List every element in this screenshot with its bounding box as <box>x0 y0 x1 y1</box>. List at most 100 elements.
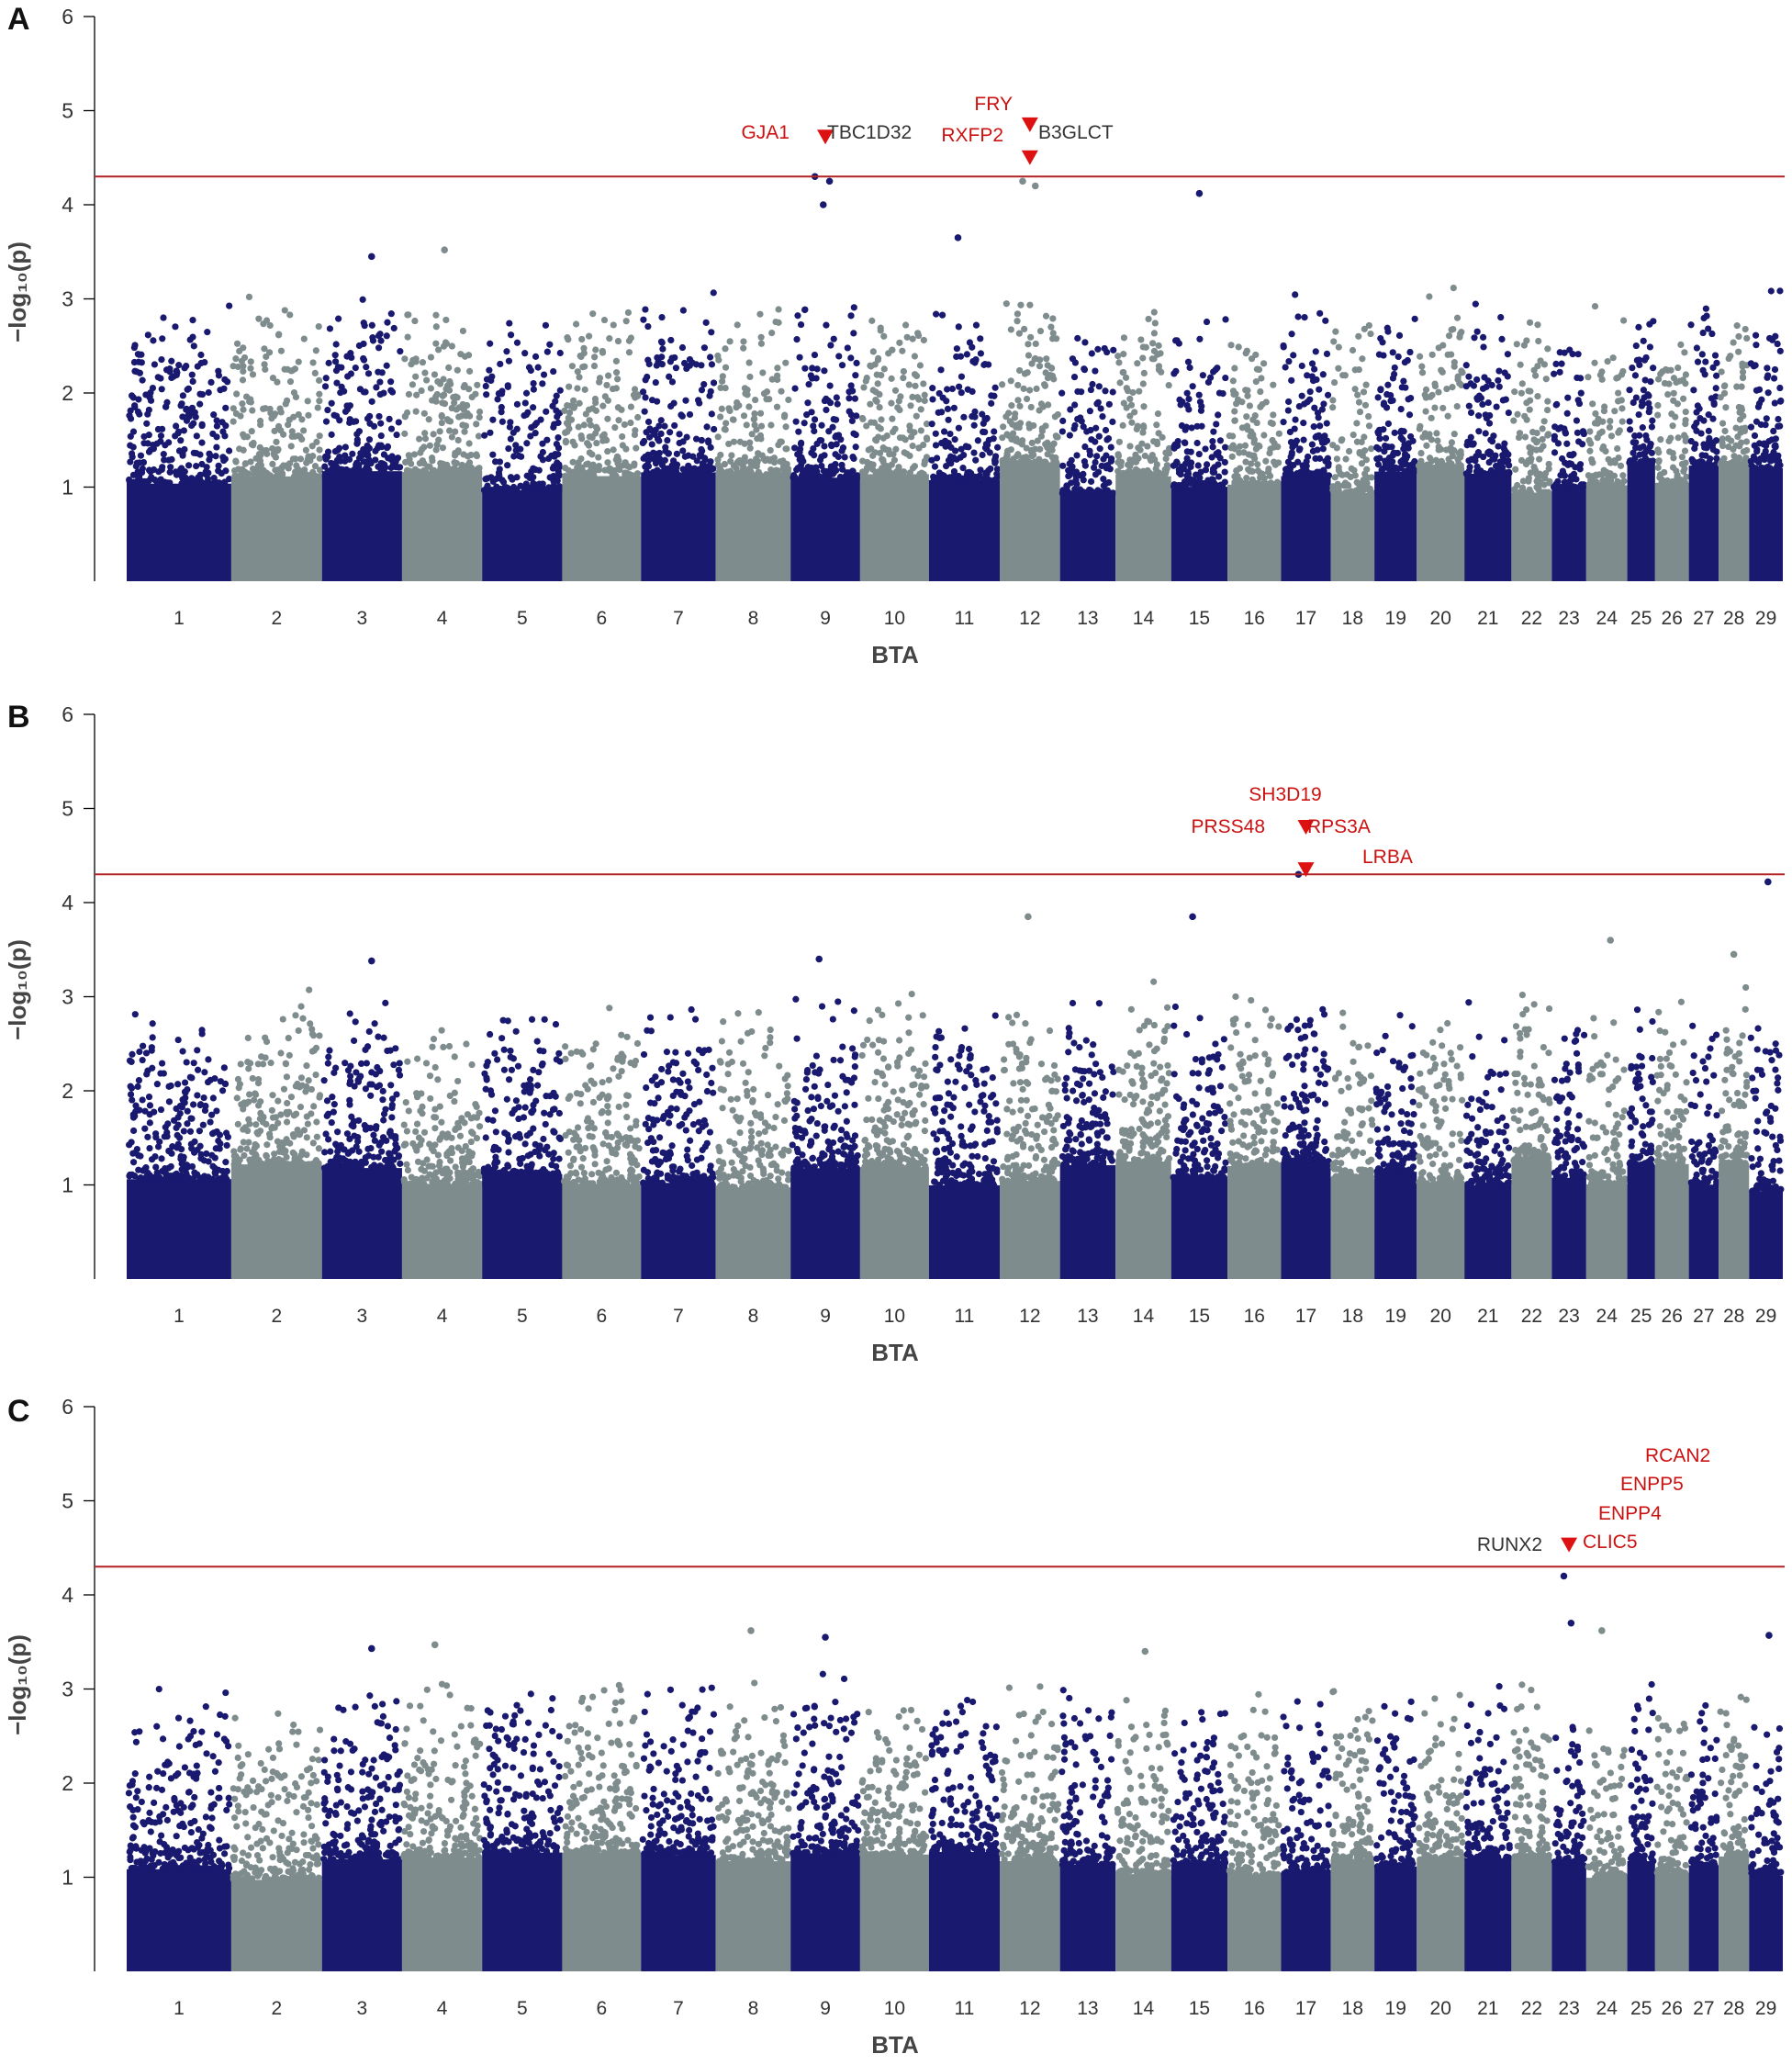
snp-point <box>298 1074 305 1081</box>
snp-point <box>1641 338 1647 344</box>
snp-point <box>1159 471 1165 477</box>
snp-point <box>929 421 935 427</box>
snp-point <box>238 473 244 479</box>
snp-point <box>324 407 330 413</box>
snp-point <box>1045 375 1051 381</box>
snp-point <box>1693 420 1699 426</box>
panel-a-chr-2-point-band <box>231 477 322 581</box>
snp-point <box>509 1067 515 1073</box>
snp-point <box>1670 455 1676 461</box>
snp-point <box>240 376 246 383</box>
snp-point <box>1320 371 1327 377</box>
snp-point <box>191 450 197 456</box>
panel-a-chr-16-points <box>1226 342 1282 581</box>
snp-point <box>1379 466 1385 473</box>
snp-point <box>1683 459 1689 466</box>
snp-point <box>557 387 564 394</box>
snp-point <box>1074 416 1081 422</box>
snp-point <box>889 347 895 354</box>
snp-point <box>1033 341 1039 347</box>
snp-point <box>1402 468 1408 475</box>
snp-point <box>1422 408 1428 414</box>
snp-point <box>233 1156 240 1162</box>
snp-point <box>972 357 979 364</box>
snp-point <box>158 356 164 363</box>
snp-point <box>1177 401 1183 408</box>
snp-point <box>1350 432 1357 438</box>
snp-point <box>763 471 769 477</box>
snp-point <box>269 1107 275 1114</box>
snp-point <box>301 335 308 342</box>
snp-point <box>381 451 387 457</box>
snp-point <box>644 323 651 330</box>
snp-point <box>216 372 222 378</box>
snp-point <box>1775 341 1781 347</box>
snp-point <box>1706 428 1712 434</box>
snp-point <box>945 417 951 423</box>
snp-point <box>1249 417 1256 423</box>
panel-a-chr-29-points <box>1748 287 1785 581</box>
snp-point <box>1593 472 1599 478</box>
snp-point <box>1059 428 1066 434</box>
snp-point <box>1749 465 1755 471</box>
snp-point <box>397 1072 403 1078</box>
snp-point <box>1120 369 1126 376</box>
snp-point <box>147 1102 153 1108</box>
snp-point <box>583 410 589 417</box>
snp-point <box>1499 452 1506 458</box>
snp-point <box>1682 434 1688 441</box>
snp-point <box>1240 480 1247 487</box>
snp-point <box>1463 362 1470 368</box>
snp-point <box>1335 365 1341 372</box>
snp-point <box>715 461 722 467</box>
snp-point <box>1367 331 1373 337</box>
snp-point <box>1071 374 1078 380</box>
snp-point <box>1564 395 1571 401</box>
panel-a-chr-27-points <box>1687 306 1719 581</box>
snp-point <box>591 354 598 360</box>
snp-point <box>387 378 394 385</box>
snp-point <box>281 1086 287 1093</box>
snp-point <box>991 435 997 442</box>
snp-point <box>1521 342 1528 348</box>
snp-point <box>966 469 972 476</box>
snp-point <box>194 1147 200 1153</box>
snp-point <box>1231 445 1238 452</box>
snp-point <box>1087 427 1093 433</box>
snp-point <box>763 396 769 402</box>
snp-point <box>1498 336 1505 342</box>
snp-point <box>1422 430 1428 436</box>
panel-a-top-snp-15-5 <box>1196 190 1204 197</box>
snp-point <box>1406 411 1413 418</box>
snp-point <box>1184 448 1191 455</box>
snp-point <box>1053 335 1059 342</box>
snp-point <box>1140 343 1147 350</box>
panel-a-chr-25-points <box>1626 318 1656 581</box>
snp-point <box>136 352 142 358</box>
snp-point <box>1266 450 1272 456</box>
snp-point <box>372 456 378 463</box>
snp-point <box>700 381 707 387</box>
snp-point <box>1158 369 1164 376</box>
snp-point <box>1026 387 1033 393</box>
snp-point <box>189 333 196 340</box>
snp-point <box>1618 405 1625 411</box>
snp-point <box>375 344 382 351</box>
snp-point <box>705 437 711 443</box>
panel-a-chr-13-points <box>1058 335 1116 581</box>
snp-point <box>1140 403 1147 410</box>
snp-point <box>1764 375 1770 381</box>
snp-point <box>305 398 311 404</box>
snp-point <box>1591 360 1597 366</box>
snp-point <box>348 1114 354 1120</box>
snp-point <box>130 1159 137 1165</box>
snp-point <box>159 335 165 342</box>
snp-point <box>241 354 248 361</box>
snp-point <box>431 371 438 377</box>
snp-point <box>772 319 778 325</box>
snp-point <box>782 423 789 430</box>
snp-point <box>728 452 734 458</box>
snp-point <box>541 371 547 377</box>
snp-point <box>1014 421 1020 428</box>
snp-point <box>1324 351 1330 357</box>
